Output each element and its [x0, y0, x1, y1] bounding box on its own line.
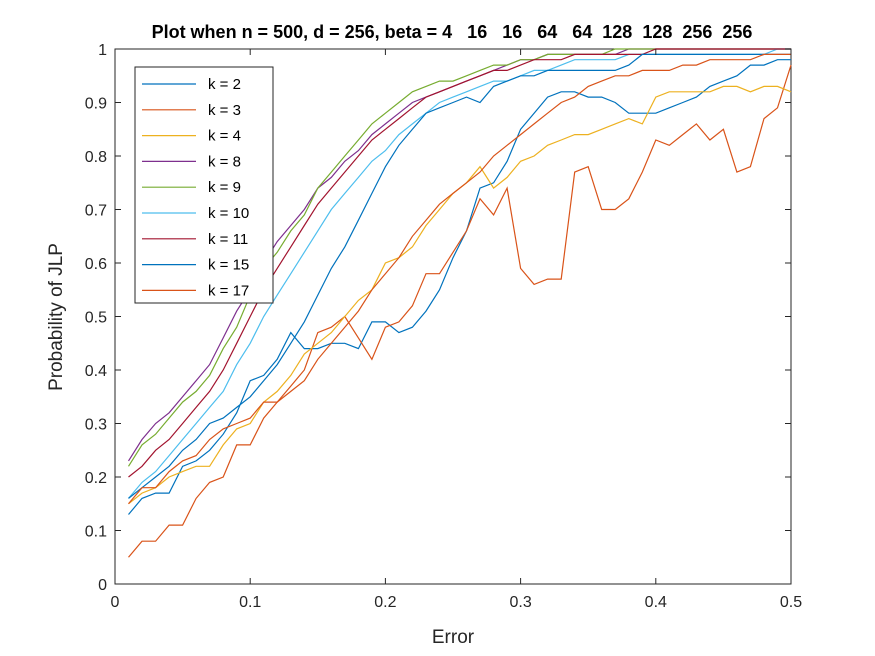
legend-box	[134, 66, 274, 304]
y-tick-label: 0.1	[85, 524, 107, 541]
x-ticks: 0 0.1 0.2 0.3 0.4 0.5	[111, 49, 802, 611]
y-tick-label: 0.2	[85, 470, 107, 487]
x-tick-label: 0	[111, 594, 120, 611]
x-tick-label: 0.5	[780, 594, 802, 611]
y-tick-label: 1	[98, 42, 107, 59]
y-tick-label: 0.9	[85, 96, 107, 113]
series-line-1	[128, 59, 791, 515]
legend-label: k = 17	[208, 282, 249, 299]
series-line-7	[128, 48, 791, 478]
series-line-8	[128, 53, 791, 499]
chart-title: Plot when n = 500, d = 256, beta = 4 16 …	[152, 22, 753, 42]
legend: k = 2 k = 3 k = 4 k = 8 k = 9 k = 10 k = 11 k =…	[134, 66, 274, 304]
legend-label: k = 8	[208, 153, 241, 170]
legend-label: k = 11	[208, 231, 248, 248]
x-tick-label: 0.1	[239, 594, 261, 611]
y-tick-label: 0.7	[85, 203, 107, 220]
legend-label: k = 10	[208, 205, 249, 222]
legend-label: k = 4	[208, 128, 241, 145]
legend-items: k = 2 k = 3 k = 4 k = 8 k = 9 k = 10 k = 11 k =…	[142, 76, 249, 299]
y-axis-label: Probability of JLP	[46, 243, 67, 391]
x-tick-label: 0.4	[645, 594, 667, 611]
y-tick-label: 0.6	[85, 256, 107, 273]
y-tick-label: 0.8	[85, 149, 107, 166]
y-tick-label: 0.5	[85, 310, 107, 327]
y-ticks: 0 0.1 0.2 0.3 0.4 0.5 0.6 0.7 0.8 0.9 1	[85, 42, 791, 594]
series-line-2	[128, 64, 792, 558]
y-tick-label: 0.4	[85, 363, 107, 380]
series-layer	[127, 48, 792, 558]
x-axis-label: Error	[432, 627, 475, 648]
legend-label: k = 9	[208, 179, 241, 196]
y-tick-label: 0.3	[85, 417, 107, 434]
legend-label: k = 15	[208, 257, 249, 274]
x-tick-label: 0.2	[374, 594, 396, 611]
y-tick-label: 0	[98, 577, 107, 594]
x-tick-label: 0.3	[509, 594, 531, 611]
legend-label: k = 2	[208, 76, 241, 93]
series-line-9	[128, 53, 791, 505]
legend-label: k = 3	[208, 102, 241, 119]
